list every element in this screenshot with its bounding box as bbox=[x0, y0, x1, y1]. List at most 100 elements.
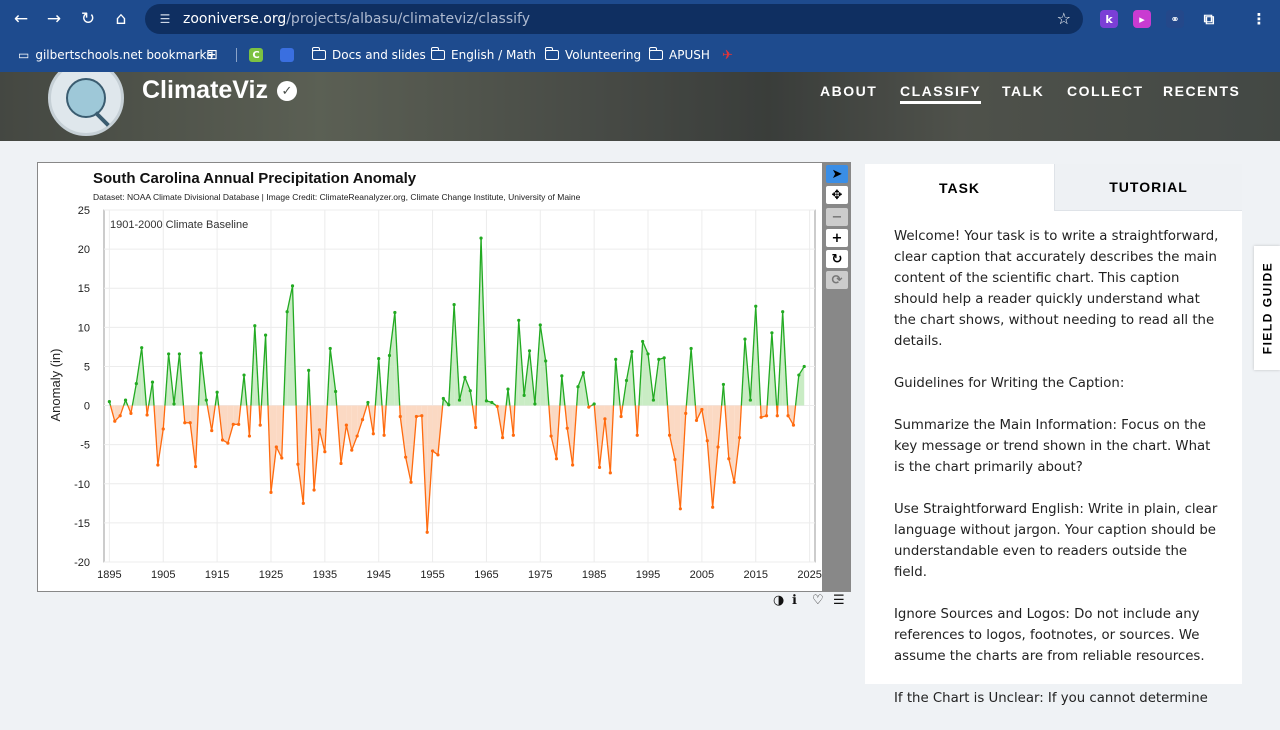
data-point bbox=[727, 457, 730, 460]
data-point bbox=[673, 458, 676, 461]
data-point bbox=[743, 337, 746, 340]
folder-icon bbox=[312, 50, 326, 60]
bookmark-docs-and-slides[interactable]: Docs and slides bbox=[312, 38, 426, 72]
x-tick-label: 1895 bbox=[97, 569, 121, 581]
data-point bbox=[248, 434, 251, 437]
y-tick-label: 0 bbox=[84, 401, 90, 413]
data-point bbox=[609, 471, 612, 474]
project-header: ClimateViz ✓ ABOUT CLASSIFY TALK COLLECT… bbox=[0, 72, 1280, 141]
pointer-tool-icon[interactable]: ➤ bbox=[826, 165, 848, 183]
data-point bbox=[119, 414, 122, 417]
reset-icon[interactable]: ⟳ bbox=[826, 271, 848, 289]
image-toolbar: ➤ ✥ − + ↻ ⟳ bbox=[823, 162, 851, 592]
data-point bbox=[399, 415, 402, 418]
field-guide-tab[interactable]: FIELD GUIDE bbox=[1254, 246, 1280, 370]
managed-bookmarks-icon: ▭ bbox=[18, 48, 29, 62]
data-point bbox=[646, 352, 649, 355]
striped-app-icon bbox=[280, 48, 294, 62]
y-tick-label: 25 bbox=[78, 205, 90, 217]
bookmark-english-math[interactable]: English / Math bbox=[431, 38, 536, 72]
bookmark-star-icon[interactable]: ☆ bbox=[1057, 9, 1071, 28]
pan-tool-icon[interactable]: ✥ bbox=[826, 186, 848, 204]
data-point bbox=[189, 421, 192, 424]
address-bar[interactable]: ☰ zooniverse.org/projects/albasu/climate… bbox=[145, 4, 1083, 34]
bookmark-flag[interactable]: ✈ bbox=[722, 38, 733, 72]
y-axis-label: Anomaly (in) bbox=[48, 349, 63, 422]
bookmark-gilbertschools[interactable]: ▭ gilbertschools.net bookmarks bbox=[18, 38, 213, 72]
area-segment bbox=[433, 406, 438, 455]
data-point bbox=[404, 456, 407, 459]
site-info-icon[interactable]: ☰ bbox=[151, 12, 179, 26]
k-extension-icon[interactable]: k bbox=[1100, 10, 1118, 28]
x-tick-label: 2025 bbox=[797, 569, 821, 581]
favorite-heart-icon[interactable]: ♡ bbox=[812, 593, 824, 609]
data-point bbox=[722, 383, 725, 386]
area-segment bbox=[659, 358, 664, 406]
data-point bbox=[216, 391, 219, 394]
plot-background bbox=[104, 210, 815, 562]
tab-tutorial[interactable]: TUTORIAL bbox=[1054, 164, 1242, 211]
data-point bbox=[145, 413, 148, 416]
data-point bbox=[242, 373, 245, 376]
data-point bbox=[663, 356, 666, 359]
data-point bbox=[129, 412, 132, 415]
zoom-out-icon[interactable]: − bbox=[826, 208, 848, 226]
y-tick-label: -15 bbox=[74, 518, 90, 530]
data-point bbox=[657, 358, 660, 361]
home-icon[interactable]: ⌂ bbox=[110, 8, 132, 30]
data-point bbox=[733, 481, 736, 484]
nav-talk[interactable]: TALK bbox=[1002, 83, 1044, 99]
nav-classify[interactable]: CLASSIFY bbox=[900, 83, 981, 104]
data-point bbox=[560, 374, 563, 377]
nav-collect[interactable]: COLLECT bbox=[1067, 83, 1144, 99]
data-point bbox=[291, 284, 294, 287]
nav-recents[interactable]: RECENTS bbox=[1163, 83, 1240, 99]
bookmark-label: gilbertschools.net bookmarks bbox=[35, 48, 212, 62]
apps-grid-icon[interactable]: ⊞ bbox=[206, 38, 218, 72]
data-point bbox=[345, 424, 348, 427]
bookmark-striped-app[interactable] bbox=[280, 38, 294, 72]
data-point bbox=[140, 346, 143, 349]
area-segment bbox=[223, 406, 228, 444]
bookmark-apush[interactable]: APUSH bbox=[649, 38, 710, 72]
bookmark-c-app[interactable]: C bbox=[249, 38, 263, 72]
project-logo[interactable] bbox=[48, 72, 124, 136]
x-tick-label: 1955 bbox=[420, 569, 444, 581]
bookmark-volunteering[interactable]: Volunteering bbox=[545, 38, 641, 72]
tab-task[interactable]: TASK bbox=[865, 164, 1054, 211]
data-point bbox=[533, 402, 536, 405]
collections-list-icon[interactable]: ☰ bbox=[833, 593, 845, 609]
data-point bbox=[237, 423, 240, 426]
info-icon[interactable]: ℹ bbox=[792, 593, 797, 609]
data-point bbox=[210, 429, 213, 432]
data-point bbox=[156, 463, 159, 466]
task-instructions: Welcome! Your task is to write a straigh… bbox=[894, 226, 1219, 730]
data-point bbox=[463, 376, 466, 379]
forward-icon[interactable]: → bbox=[43, 8, 65, 30]
data-point bbox=[167, 352, 170, 355]
data-point bbox=[280, 456, 283, 459]
rotate-icon[interactable]: ↻ bbox=[826, 250, 848, 268]
contrast-icon[interactable]: ◑ bbox=[773, 593, 784, 609]
zoom-in-icon[interactable]: + bbox=[826, 229, 848, 247]
data-point bbox=[469, 389, 472, 392]
reload-icon[interactable]: ↻ bbox=[77, 8, 99, 30]
data-point bbox=[641, 340, 644, 343]
nav-about[interactable]: ABOUT bbox=[820, 83, 877, 99]
back-icon[interactable]: ← bbox=[10, 8, 32, 30]
video-extension-icon[interactable]: ▸ bbox=[1133, 10, 1151, 28]
data-point bbox=[786, 414, 789, 417]
task-paragraph: Welcome! Your task is to write a straigh… bbox=[894, 226, 1219, 352]
extensions-puzzle-icon[interactable]: ⧉ bbox=[1200, 10, 1218, 28]
x-tick-label: 1945 bbox=[366, 569, 390, 581]
data-point bbox=[603, 417, 606, 420]
browser-menu-icon[interactable]: ⋮ bbox=[1250, 10, 1268, 28]
bookmark-label: Volunteering bbox=[565, 48, 641, 62]
url-text[interactable]: zooniverse.org/projects/albasu/climatevi… bbox=[183, 11, 530, 27]
link-extension-icon[interactable]: ⚭ bbox=[1166, 10, 1184, 28]
subject-image[interactable]: South Carolina Annual Precipitation Anom… bbox=[37, 162, 823, 592]
data-point bbox=[474, 426, 477, 429]
data-point bbox=[738, 436, 741, 439]
data-point bbox=[339, 462, 342, 465]
project-title[interactable]: ClimateViz bbox=[142, 76, 268, 105]
